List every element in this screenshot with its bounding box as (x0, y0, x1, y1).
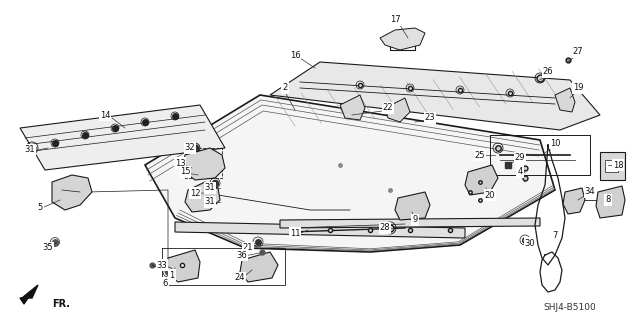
Text: 12: 12 (189, 189, 200, 197)
Polygon shape (380, 28, 425, 50)
Polygon shape (600, 152, 625, 180)
Text: 31: 31 (25, 145, 35, 154)
Text: 11: 11 (290, 228, 300, 238)
Text: FR.: FR. (52, 299, 70, 309)
Text: 4: 4 (517, 167, 523, 176)
Text: 33: 33 (157, 261, 168, 270)
Polygon shape (555, 88, 575, 112)
Polygon shape (270, 62, 600, 130)
Text: 9: 9 (412, 216, 418, 225)
Text: 15: 15 (180, 167, 190, 176)
Text: 29: 29 (515, 153, 525, 162)
Text: 10: 10 (550, 138, 560, 147)
Text: 36: 36 (237, 250, 248, 259)
Text: 16: 16 (290, 50, 300, 60)
Text: 17: 17 (390, 16, 400, 25)
Text: 18: 18 (612, 160, 623, 169)
Text: 30: 30 (525, 239, 535, 248)
Polygon shape (240, 252, 278, 282)
Polygon shape (182, 148, 225, 180)
Text: SHJ4-B5100: SHJ4-B5100 (543, 303, 596, 313)
Polygon shape (20, 285, 38, 304)
Polygon shape (563, 188, 585, 214)
Polygon shape (165, 250, 200, 282)
Text: 2: 2 (282, 84, 287, 93)
Text: 24: 24 (235, 273, 245, 283)
Polygon shape (185, 182, 220, 212)
Text: 26: 26 (543, 68, 554, 77)
Text: 28: 28 (380, 224, 390, 233)
Polygon shape (145, 95, 555, 252)
Text: 34: 34 (585, 188, 595, 197)
Polygon shape (465, 165, 498, 195)
Text: 35: 35 (43, 243, 53, 253)
Polygon shape (20, 105, 225, 170)
Text: 8: 8 (605, 196, 611, 204)
Text: 32: 32 (185, 144, 195, 152)
Text: 25: 25 (475, 151, 485, 160)
Text: 14: 14 (100, 110, 110, 120)
Polygon shape (596, 186, 625, 218)
Text: 20: 20 (484, 190, 495, 199)
Text: 6: 6 (163, 278, 168, 287)
Text: 13: 13 (175, 159, 186, 167)
Text: 1: 1 (170, 271, 175, 279)
Text: 21: 21 (243, 243, 253, 253)
Text: 31: 31 (205, 183, 215, 192)
Text: 23: 23 (425, 114, 435, 122)
Polygon shape (395, 192, 430, 220)
Text: 5: 5 (37, 204, 43, 212)
Text: 7: 7 (552, 231, 557, 240)
Polygon shape (52, 175, 92, 210)
Polygon shape (280, 218, 540, 228)
Text: 31: 31 (205, 197, 215, 206)
Polygon shape (175, 222, 465, 238)
Polygon shape (340, 95, 365, 120)
Polygon shape (385, 98, 410, 122)
Text: 27: 27 (573, 48, 583, 56)
Text: 22: 22 (383, 103, 393, 113)
Polygon shape (605, 160, 618, 172)
Text: 19: 19 (573, 84, 583, 93)
Text: 3: 3 (517, 158, 523, 167)
